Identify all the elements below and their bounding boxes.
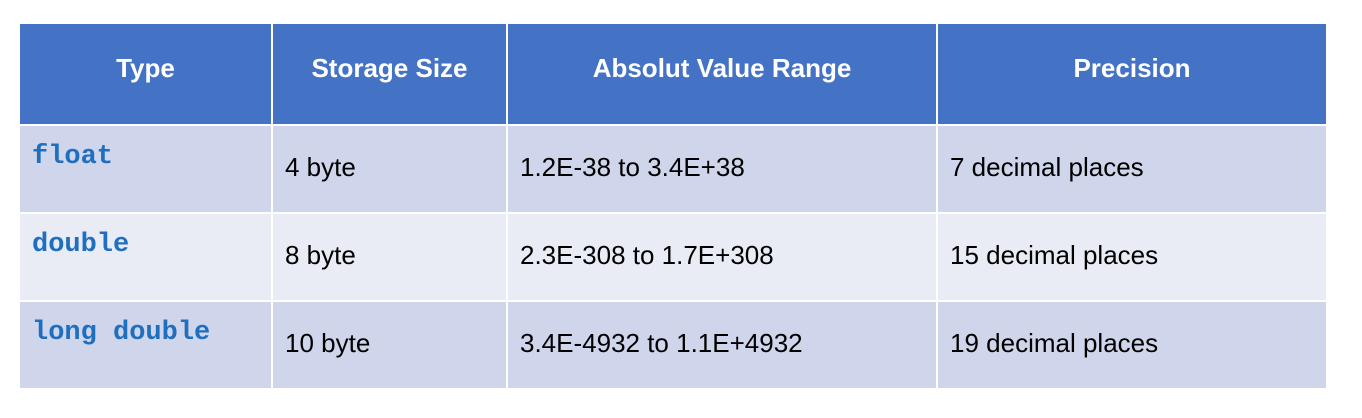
precision-cell: 15 decimal places [936,212,1328,302]
storage-cell: 4 byte [271,124,508,214]
precision-cell: 7 decimal places [936,124,1328,214]
header-type: Type [18,22,273,126]
table-row: long double 10 byte 3.4E-4932 to 1.1E+49… [18,300,1328,390]
header-value-range: Absolut Value Range [506,22,938,126]
table-row: float 4 byte 1.2E-38 to 3.4E+38 7 decima… [18,124,1328,214]
table-row: double 8 byte 2.3E-308 to 1.7E+308 15 de… [18,212,1328,302]
range-cell: 1.2E-38 to 3.4E+38 [506,124,938,214]
float-types-table: Type Storage Size Absolut Value Range Pr… [18,22,1328,390]
storage-cell: 10 byte [271,300,508,390]
header-precision: Precision [936,22,1328,126]
type-cell: long double [18,300,273,390]
header-storage-size: Storage Size [271,22,508,126]
storage-cell: 8 byte [271,212,508,302]
range-cell: 3.4E-4932 to 1.1E+4932 [506,300,938,390]
table-header: Type Storage Size Absolut Value Range Pr… [18,22,1328,126]
type-cell: double [18,212,273,302]
table-body: float 4 byte 1.2E-38 to 3.4E+38 7 decima… [18,124,1328,390]
precision-cell: 19 decimal places [936,300,1328,390]
header-row: Type Storage Size Absolut Value Range Pr… [18,22,1328,126]
range-cell: 2.3E-308 to 1.7E+308 [506,212,938,302]
type-cell: float [18,124,273,214]
